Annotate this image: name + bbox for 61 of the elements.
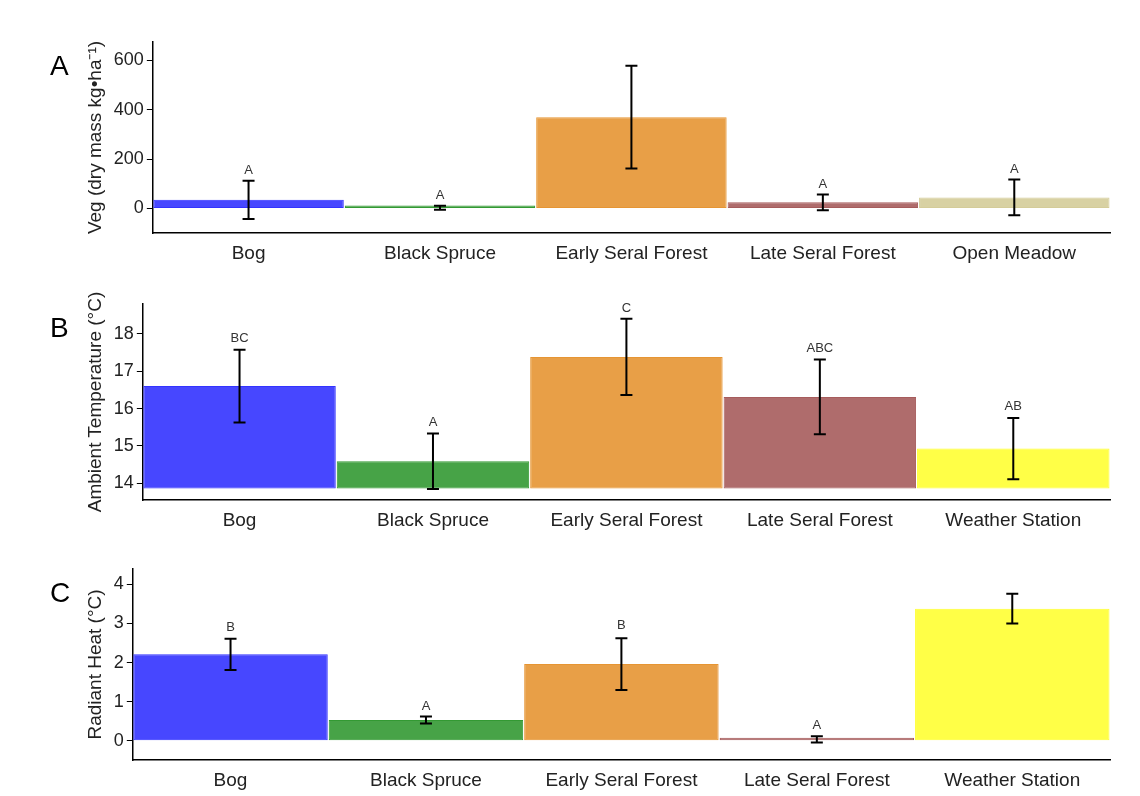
bar xyxy=(336,461,530,489)
bar xyxy=(328,719,524,741)
x-tick-label: Bog xyxy=(222,508,257,530)
annotation: BC xyxy=(230,329,249,345)
y-tick-label: 600 xyxy=(113,49,144,70)
y-axis-title: Radiant Heat (°C) xyxy=(83,589,105,740)
bar xyxy=(727,202,919,208)
bar xyxy=(536,117,727,208)
x-tick-label: Early Seral Forest xyxy=(550,508,704,530)
y-tick-label: 17 xyxy=(113,360,134,381)
x-tick-label: Early Seral Forest xyxy=(555,241,709,263)
annotation: B xyxy=(226,619,235,635)
x-tick-label: Weather Station xyxy=(945,508,1082,530)
bar xyxy=(133,654,328,741)
y-tick-label: 2 xyxy=(113,651,124,672)
bar xyxy=(143,386,336,489)
y-tick-label: 0 xyxy=(133,197,144,218)
x-tick-label: Bog xyxy=(213,768,248,790)
bar xyxy=(153,199,344,208)
annotation: A xyxy=(812,717,822,733)
x-tick-label: Late Seral Forest xyxy=(746,508,894,530)
annotation: B xyxy=(617,617,626,633)
y-tick-label: 400 xyxy=(113,98,144,119)
bar xyxy=(915,608,1110,741)
x-tick-label: Black Spruce xyxy=(377,508,489,530)
annotation: A xyxy=(428,413,438,429)
bar xyxy=(917,448,1110,489)
x-tick-label: Black Spruce xyxy=(384,241,496,263)
chart-title: B xyxy=(50,311,69,343)
y-tick-label: 4 xyxy=(113,573,124,594)
y-axis-title: Ambient Temperature (°C) xyxy=(83,291,105,513)
annotation: A xyxy=(818,175,828,191)
y-tick-label: 3 xyxy=(113,612,124,633)
y-axis-title: Veg (dry mass kg•ha⁻¹) xyxy=(83,40,105,235)
y-tick-label: 14 xyxy=(113,472,134,493)
x-tick-label: Early Seral Forest xyxy=(545,768,699,790)
bar xyxy=(524,664,719,741)
y-tick-label: 1 xyxy=(113,690,124,711)
y-tick-label: 0 xyxy=(113,729,124,750)
bar xyxy=(723,396,917,489)
x-tick-label: Weather Station xyxy=(944,768,1081,790)
annotation: A xyxy=(244,161,254,177)
annotation: A xyxy=(421,697,431,713)
chart-title: A xyxy=(50,49,69,81)
annotation: C xyxy=(621,299,632,315)
x-tick-label: Late Seral Forest xyxy=(749,241,897,263)
y-tick-label: 16 xyxy=(113,397,134,418)
x-tick-label: Open Meadow xyxy=(952,241,1077,263)
chart-title: C xyxy=(50,576,71,608)
bar xyxy=(919,197,1110,208)
y-tick-label: 15 xyxy=(113,434,134,455)
y-tick-label: 200 xyxy=(113,148,144,169)
x-tick-label: Bog xyxy=(231,241,266,263)
bar xyxy=(530,356,723,489)
y-tick-label: 18 xyxy=(113,322,134,343)
annotation: A xyxy=(435,186,445,202)
x-tick-label: Late Seral Forest xyxy=(743,768,891,790)
annotation: A xyxy=(1009,160,1019,176)
annotation: ABC xyxy=(806,339,834,355)
x-tick-label: Black Spruce xyxy=(369,768,482,790)
annotation: AB xyxy=(1004,397,1022,413)
